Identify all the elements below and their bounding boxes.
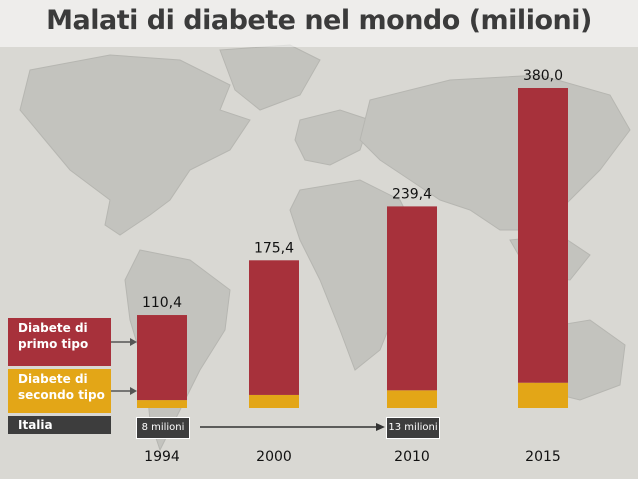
bar-type1-2010 [387,206,437,391]
legend-italia: Italia [8,416,111,434]
chart-title: Malati di diabete nel mondo (milioni) [46,5,592,36]
title-bar [0,0,638,47]
legend-type1-line1: Diabete di [18,321,88,335]
year-label-2010: 2010 [394,449,430,465]
bar-type1-1994 [137,315,187,401]
bars-group [137,88,568,408]
italia-badge-1994: 8 milioni [136,417,190,439]
year-label-1994: 1994 [144,449,180,465]
bar-type2-2010 [387,390,437,408]
value-label-2010: 239,4 [392,186,432,202]
arrowhead-italia [376,423,385,431]
bar-type1-2000 [249,260,299,395]
arrowhead-type2 [130,387,137,395]
legend-type2: Diabete di secondo tipo [8,369,111,413]
bar-type1-2015 [518,88,568,383]
bar-type2-2015 [518,382,568,408]
value-label-2015: 380,0 [523,68,563,84]
legend-type1-line2: primo tipo [18,337,89,351]
value-label-2000: 175,4 [254,240,294,256]
bar-type2-2000 [249,394,299,408]
north-america-shape [19,54,251,236]
europe-shape [294,109,371,166]
year-labels-group: 1994 2000 2010 2015 [144,449,561,465]
value-label-1994: 110,4 [142,295,182,311]
legend-type1: Diabete di primo tipo [8,318,111,366]
legend-italia-label: Italia [18,418,53,432]
year-label-2015: 2015 [525,449,561,465]
italia-badge-2010: 13 milioni [386,417,440,439]
legend-type2-line2: secondo tipo [18,388,105,402]
legend-arrows [111,338,385,431]
bar-type2-1994 [137,400,187,408]
arrowhead-type1 [130,338,137,346]
value-labels-group: 110,4 175,4 239,4 380,0 [142,68,563,311]
year-label-2000: 2000 [256,449,292,465]
legend-type2-line1: Diabete di [18,372,88,386]
